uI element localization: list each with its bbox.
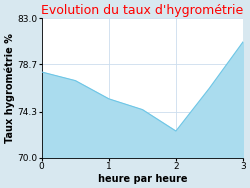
Title: Evolution du taux d'hygrométrie: Evolution du taux d'hygrométrie xyxy=(41,4,243,17)
X-axis label: heure par heure: heure par heure xyxy=(98,174,187,184)
Y-axis label: Taux hygrométrie %: Taux hygrométrie % xyxy=(4,33,15,143)
